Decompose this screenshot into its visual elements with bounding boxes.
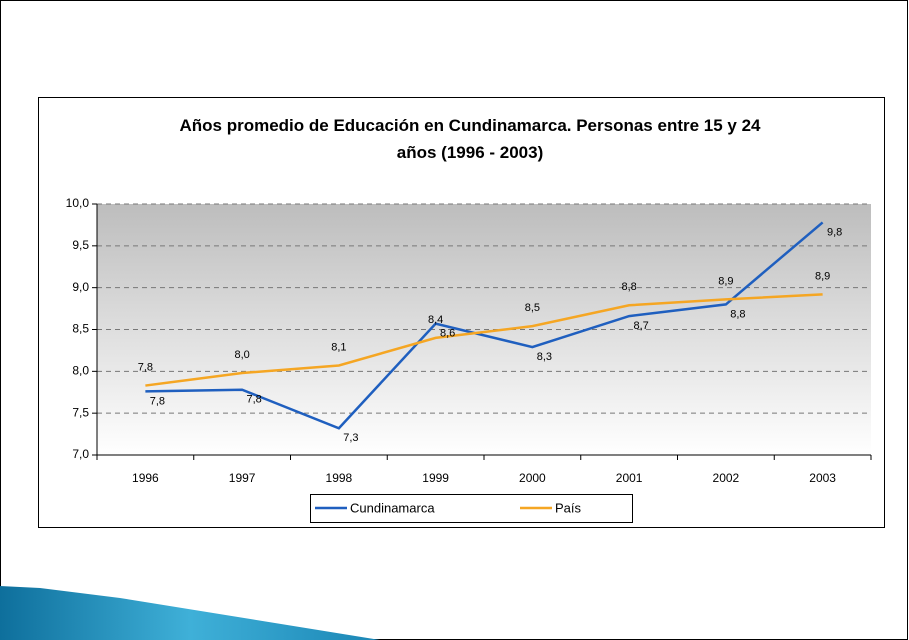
value-label: 8,9 xyxy=(815,270,830,282)
value-label: 8,4 xyxy=(428,314,443,326)
value-label: 7,3 xyxy=(343,432,358,444)
value-label: 8,8 xyxy=(730,308,745,320)
value-label: 9,8 xyxy=(827,226,842,238)
value-label: 8,7 xyxy=(633,320,648,332)
y-tick-label: 7,5 xyxy=(72,405,89,419)
x-tick-label: 2000 xyxy=(519,471,546,485)
y-tick-label: 7,0 xyxy=(72,447,89,461)
value-label: 8,6 xyxy=(440,328,455,340)
x-tick-label: 2001 xyxy=(616,471,643,485)
y-tick-label: 9,5 xyxy=(72,238,89,252)
value-label: 8,3 xyxy=(537,351,552,363)
y-tick-label: 9,0 xyxy=(72,280,89,294)
x-tick-label: 1996 xyxy=(132,471,159,485)
value-label: 8,1 xyxy=(331,341,346,353)
value-label: 7,8 xyxy=(138,361,153,373)
value-label: 7,8 xyxy=(150,395,165,407)
legend xyxy=(310,494,633,523)
value-label: 8,8 xyxy=(621,281,636,293)
legend-label: País xyxy=(555,500,582,515)
x-tick-label: 1997 xyxy=(229,471,256,485)
series-line xyxy=(145,293,823,387)
x-tick-label: 2002 xyxy=(713,471,740,485)
value-label: 8,0 xyxy=(234,349,249,361)
value-label: 7,8 xyxy=(246,394,261,406)
x-tick-label: 1999 xyxy=(422,471,449,485)
y-tick-label: 8,5 xyxy=(72,322,89,336)
y-tick-label: 10,0 xyxy=(66,196,90,210)
decoration xyxy=(0,586,380,640)
value-label: 8,5 xyxy=(525,302,540,314)
x-tick-label: 2003 xyxy=(809,471,836,485)
series-line xyxy=(145,221,824,430)
x-tick-label: 1998 xyxy=(326,471,353,485)
chart-title: Años promedio de Educación en Cundinamar… xyxy=(179,116,761,162)
legend-label: Cundinamarca xyxy=(350,500,435,515)
value-label: 8,9 xyxy=(718,275,733,287)
y-tick-label: 8,0 xyxy=(72,364,89,378)
